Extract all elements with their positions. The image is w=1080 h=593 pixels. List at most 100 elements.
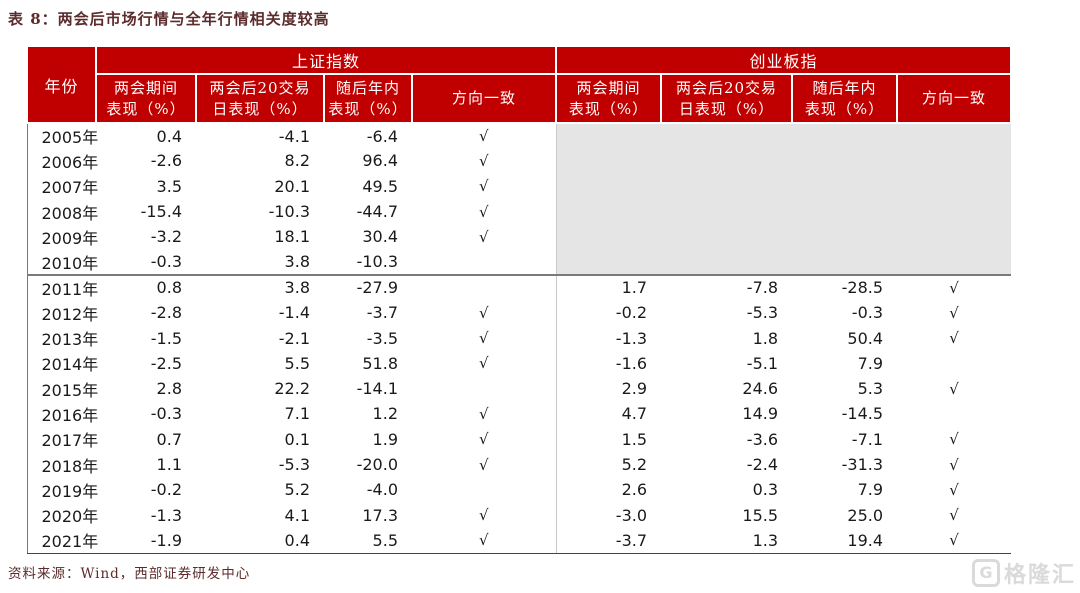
cy-value-cell-2: 25.0 — [847, 505, 884, 525]
table-row: 2007年 3.5 20.1 49.5 √ — [26, 173, 1012, 199]
sh-direction-cell: √ — [478, 329, 489, 348]
sh-value-cell-0: -1.9 — [96, 527, 196, 554]
sub-header-row: 两会期间 表现（%） 两会后20交易 日表现（%） 随后年内 表现（%） 方向一致 两会期间表… — [27, 73, 1013, 124]
cy-value-cell-1: 1.8 — [752, 328, 779, 348]
sh-value-cell-1: 22.2 — [274, 379, 310, 399]
sh-direction-cell — [412, 275, 556, 300]
cy-value-cell-0 — [555, 198, 662, 225]
sh-value-cell-0: -2.6 — [150, 151, 182, 171]
data-table: 年份 上证指数 创业板指 两会期间 表现（%） 两会后20交易 日表现（%） 随后年内表… — [26, 45, 1013, 554]
cy-direction-cell: √ — [949, 329, 959, 348]
sh-direction-cell: √ — [478, 404, 489, 423]
cy-value-cell-2: -7.1 — [851, 429, 884, 449]
cy-value-cell-0: 5.2 — [555, 451, 662, 478]
cy-value-cell-0 — [555, 148, 662, 174]
table-header: 年份 上证指数 创业板指 两会期间 表现（%） 两会后20交易 日表现（%） 随后年内表… — [26, 45, 1013, 124]
gelonghui-logo-icon: G — [971, 559, 1000, 587]
year-cell: 2005年 — [26, 123, 98, 149]
sh-value-cell-0: -3.2 — [150, 227, 182, 247]
cy-value-cell-1 — [661, 173, 793, 199]
sh-value-cell-0: -1.5 — [150, 328, 182, 348]
sh-direction-cell: √ — [478, 227, 489, 246]
gelonghui-watermark: G 格隆汇 — [971, 557, 1076, 589]
sh-value-cell-2: -3.7 — [366, 303, 398, 323]
table-row: 2006年 -2.6 8.2 96.4 √ — [26, 148, 1012, 174]
sh-value-cell-2: -6.4 — [366, 126, 398, 146]
year-column-header: 年份 — [26, 45, 97, 124]
cy-value-cell-2: 5.3 — [857, 379, 884, 399]
sh-value-cell-0: -15.4 — [140, 202, 182, 222]
sh-value-cell-2: 30.4 — [362, 227, 398, 247]
cy-value-cell-2 — [792, 198, 898, 225]
group-header-shanghai-index: 上证指数 — [94, 45, 558, 75]
cy-value-cell-1: 14.9 — [742, 404, 779, 424]
year-cell: 2010年 — [26, 249, 98, 276]
sh-value-cell-0: 3.5 — [156, 176, 182, 196]
sh-value-cell-0: 1.1 — [156, 455, 182, 474]
cy-direction-cell — [897, 173, 1012, 199]
cy-value-cell-0: 2.6 — [555, 477, 662, 503]
cy-value-cell-0 — [555, 249, 662, 276]
gelonghui-logo-text: 格隆汇 — [1003, 563, 1076, 588]
year-cell: 2020年 — [26, 502, 98, 528]
cy-direction-cell — [897, 148, 1012, 174]
table-row: 2013年 -1.5 -2.1 -3.5 √ -1.3 1.8 50.4 √ — [26, 325, 1011, 351]
sh-direction-cell: √ — [478, 202, 489, 221]
year-cell: 2014年 — [26, 350, 98, 376]
sub-header-sh-0: 两会期间 表现（%） — [95, 73, 197, 124]
sh-value-cell-2: 17.3 — [362, 505, 398, 525]
cy-direction-cell — [897, 224, 1012, 250]
cy-value-cell-2: 7.9 — [857, 480, 884, 500]
cy-value-cell-0 — [555, 123, 662, 149]
cy-value-cell-0 — [555, 173, 662, 199]
cy-value-cell-1: 15.5 — [742, 505, 779, 525]
cy-value-cell-1: -5.1 — [746, 353, 779, 373]
cy-direction-cell: √ — [949, 430, 959, 449]
sh-direction-cell — [412, 376, 556, 401]
cy-direction-cell — [897, 123, 1012, 149]
table-body: 2005年 0.4 -4.1 -6.4 √ 2006年 -2.6 8.2 96.4 √ 2007年 3… — [26, 123, 1012, 554]
sh-value-cell-2: -44.7 — [356, 202, 398, 222]
sh-value-cell-0: -2.8 — [150, 303, 182, 323]
table-row: 2017年 0.7 0.1 1.9 √ 1.5 -3.6 -7.1 √ — [26, 426, 1011, 452]
group-header-chinext-index: 创业板指 — [555, 45, 1013, 75]
table-row: 2016年 -0.3 7.1 1.2 √ 4.7 14.9 -14.5 — [26, 401, 1011, 427]
table-row: 2021年 -1.9 0.4 5.5 √ -3.7 1.3 19.4 √ — [26, 527, 1012, 554]
cy-value-cell-2: -14.5 — [841, 404, 884, 424]
sh-direction-cell: √ — [478, 430, 489, 449]
sh-value-cell-0: 2.8 — [156, 379, 182, 399]
sh-value-cell-1: 7.1 — [284, 404, 310, 424]
year-cell: 2018年 — [26, 451, 98, 478]
table-row: 2019年 -0.2 5.2 -4.0 2.6 0.3 7.9 √ — [26, 477, 1011, 503]
sub-header-cy-0: 两会期间 表现（%） — [555, 73, 663, 124]
sh-direction-cell: √ — [478, 354, 489, 373]
sh-value-cell-2: -27.9 — [356, 278, 398, 298]
cy-value-cell-0: -0.2 — [555, 300, 662, 326]
sh-direction-cell: √ — [478, 455, 489, 474]
year-cell: 2013年 — [26, 325, 98, 351]
year-cell: 2019年 — [26, 477, 98, 503]
group-header-row: 年份 上证指数 创业板指 — [26, 45, 1013, 124]
sh-direction-cell — [412, 477, 556, 502]
cy-value-cell-0: 1.7 — [555, 274, 662, 301]
cy-direction-cell — [897, 401, 1011, 426]
sh-value-cell-1: 3.8 — [284, 278, 310, 298]
cy-value-cell-2: -28.5 — [841, 278, 884, 298]
sh-value-cell-1: 4.1 — [284, 505, 310, 525]
sh-value-cell-2: -4.0 — [366, 480, 398, 500]
table-row: 2005年 0.4 -4.1 -6.4 √ — [26, 123, 1012, 149]
sub-header-sh-1: 两会后20交易 日表现（%） — [195, 73, 325, 124]
cy-value-cell-1: -7.8 — [746, 278, 779, 298]
year-cell: 2017年 — [26, 426, 98, 452]
cy-value-cell-0: -3.7 — [555, 527, 662, 554]
table-row: 2020年 -1.3 4.1 17.3 √ -3.0 15.5 25.0 √ — [26, 502, 1011, 528]
sh-value-cell-0: -0.3 — [150, 404, 182, 424]
cy-value-cell-0: -1.6 — [555, 350, 662, 376]
sh-value-cell-1: 3.8 — [196, 249, 324, 276]
cy-direction-cell: √ — [949, 506, 959, 525]
cy-value-cell-1: 24.6 — [742, 379, 779, 399]
cy-value-cell-1: -5.3 — [746, 303, 779, 323]
table-row: 2009年 -3.2 18.1 30.4 √ — [26, 224, 1012, 250]
sh-direction-cell: √ — [478, 127, 489, 146]
